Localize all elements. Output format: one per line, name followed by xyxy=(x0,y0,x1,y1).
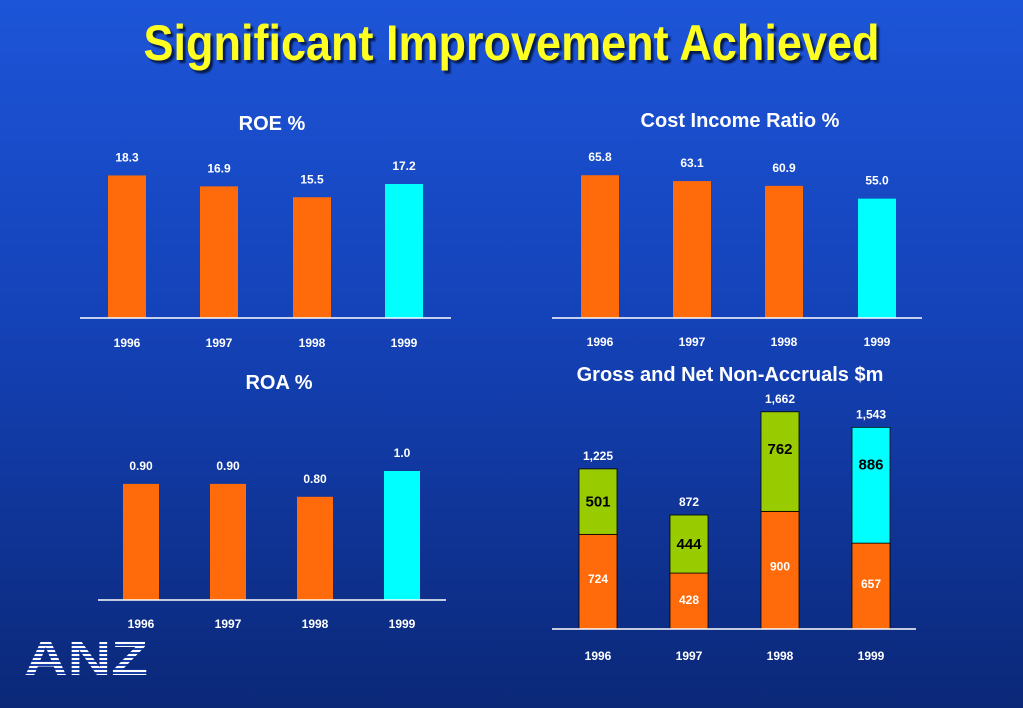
bar xyxy=(858,198,896,318)
bar xyxy=(210,483,246,600)
bar xyxy=(108,175,146,318)
data-label: 17.2 xyxy=(392,159,416,173)
total-label: 1,543 xyxy=(856,407,886,421)
bar-segment-gross xyxy=(669,514,709,574)
segment-label-gross: 762 xyxy=(767,441,792,458)
tick-label: 1998 xyxy=(767,649,794,663)
total-label: 872 xyxy=(679,495,699,509)
tick-label: 1999 xyxy=(389,617,416,631)
tick-label: 1998 xyxy=(771,335,798,349)
chart-title: ROE % xyxy=(239,113,306,135)
bar xyxy=(123,483,159,600)
bar-segment-gross xyxy=(578,468,618,535)
data-label: 18.3 xyxy=(115,150,139,164)
tick-label: 1997 xyxy=(215,617,242,631)
data-label: 1.0 xyxy=(394,446,411,460)
data-label: 15.5 xyxy=(300,172,324,186)
tick-label: 1996 xyxy=(128,617,155,631)
tick-label: 1997 xyxy=(676,649,703,663)
data-label: 65.8 xyxy=(588,150,612,164)
bar-segment-net xyxy=(851,542,891,630)
data-label: 0.90 xyxy=(216,459,240,473)
bar xyxy=(765,185,803,318)
tick-label: 1996 xyxy=(587,335,614,349)
tick-label: 1998 xyxy=(302,617,329,631)
segment-label-gross: 444 xyxy=(676,536,702,553)
chart-title: ROA % xyxy=(245,372,312,394)
total-label: 1,225 xyxy=(583,449,613,463)
bar-segment-net xyxy=(669,572,709,630)
segment-label-net: 724 xyxy=(588,572,608,586)
segment-label-net: 657 xyxy=(861,577,881,591)
tick-label: 1997 xyxy=(679,335,706,349)
bar xyxy=(293,197,331,318)
tick-label: 1998 xyxy=(299,336,326,350)
bar xyxy=(385,184,423,318)
bar-segment-gross xyxy=(851,426,891,544)
logo-wordmark: ANZ xyxy=(24,634,148,680)
tick-label: 1996 xyxy=(585,649,612,663)
segment-label-net: 900 xyxy=(770,559,790,573)
data-label: 0.90 xyxy=(129,459,153,473)
data-label: 63.1 xyxy=(680,156,704,170)
total-label: 1,662 xyxy=(765,392,795,406)
chart-title: Cost Income Ratio % xyxy=(641,110,840,132)
bar-segment-net xyxy=(760,510,800,630)
tick-label: 1999 xyxy=(391,336,418,350)
tick-label: 1999 xyxy=(864,335,891,349)
tick-label: 1999 xyxy=(858,649,885,663)
segment-label-gross: 886 xyxy=(858,456,883,473)
tick-label: 1997 xyxy=(206,336,233,350)
segment-label-net: 428 xyxy=(679,593,699,607)
chart-title: Gross and Net Non-Accruals $m xyxy=(577,364,884,386)
bar xyxy=(581,175,619,318)
data-label: 16.9 xyxy=(207,161,231,175)
data-label: 0.80 xyxy=(303,472,327,486)
page-title: Significant Improvement Achieved xyxy=(143,15,880,71)
bar xyxy=(200,186,238,318)
bar-segment-gross xyxy=(760,411,800,512)
data-label: 55.0 xyxy=(865,174,889,188)
bar xyxy=(384,471,420,600)
segment-label-gross: 501 xyxy=(585,493,610,510)
bar xyxy=(673,181,711,318)
anz-logo: ANZ xyxy=(24,634,148,680)
tick-label: 1996 xyxy=(114,336,141,350)
data-label: 60.9 xyxy=(772,161,796,175)
bar xyxy=(297,496,333,600)
